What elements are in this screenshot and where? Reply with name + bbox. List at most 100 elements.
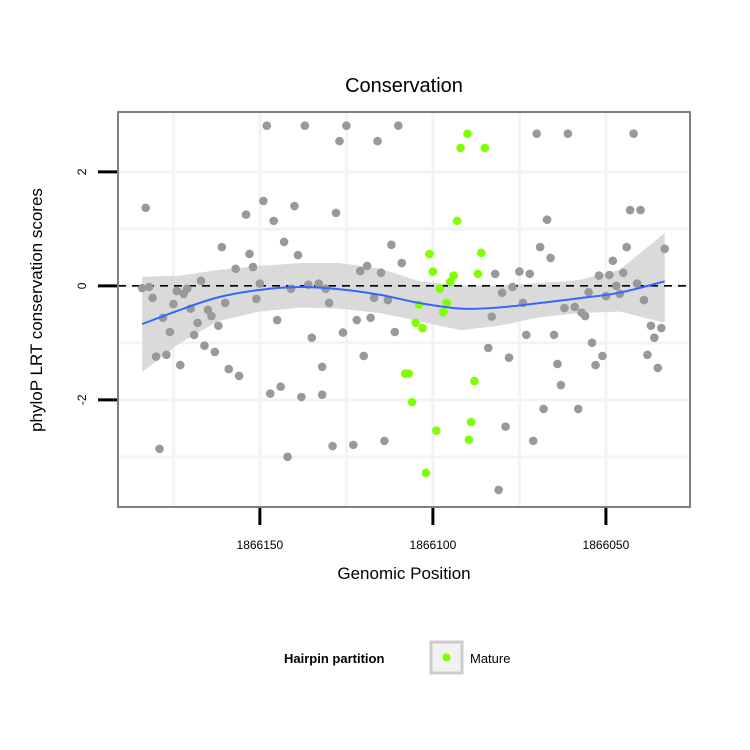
point-other <box>556 380 566 390</box>
point-other <box>234 371 244 381</box>
point-other <box>155 444 164 454</box>
point-other <box>272 315 282 325</box>
point-other <box>165 327 175 337</box>
point-other <box>252 294 261 304</box>
point-mature <box>432 426 441 435</box>
point-other <box>245 249 254 259</box>
point-other <box>220 298 230 308</box>
chart-title: Conservation <box>345 75 463 97</box>
legend: Hairpin partition Mature <box>284 640 510 675</box>
point-other <box>366 313 375 323</box>
point-other <box>203 305 213 315</box>
point-other <box>182 284 192 293</box>
point-other <box>342 121 351 130</box>
point-mature <box>445 277 455 287</box>
smooth-line <box>141 280 665 325</box>
point-other <box>549 330 559 340</box>
point-other <box>608 256 618 266</box>
point-other <box>639 295 649 305</box>
point-other <box>338 328 348 337</box>
point-other <box>241 210 251 219</box>
point-mature <box>404 369 413 378</box>
point-mature <box>407 397 417 407</box>
point-other <box>494 485 503 495</box>
point-other <box>632 279 642 288</box>
point-other <box>297 392 306 402</box>
point-other <box>560 303 569 313</box>
point-other <box>580 311 590 321</box>
legend-swatch-mature <box>442 653 451 662</box>
point-other <box>324 298 334 308</box>
point-mature <box>463 129 472 138</box>
point-other <box>314 279 324 288</box>
point-other <box>317 390 327 400</box>
x-axis-title: Genomic Position <box>337 564 470 583</box>
x-tick-label: 1866150 <box>237 538 284 552</box>
point-other <box>259 196 268 206</box>
point-other <box>335 136 344 146</box>
point-mature <box>473 269 483 279</box>
point-other <box>643 350 652 360</box>
point-other <box>265 389 275 398</box>
point-other <box>255 279 265 288</box>
point-other <box>231 264 240 274</box>
point-other <box>650 333 659 343</box>
point-other <box>542 215 552 225</box>
point-other <box>169 299 178 309</box>
point-mature <box>442 298 452 308</box>
point-other <box>276 382 285 392</box>
point-other <box>196 276 206 286</box>
point-other <box>317 362 327 372</box>
point-other <box>570 302 580 312</box>
point-mature <box>418 323 427 333</box>
point-mature <box>438 307 448 317</box>
point-other <box>584 287 593 297</box>
point-other <box>300 121 310 130</box>
point-other <box>376 268 386 278</box>
point-other <box>307 333 317 343</box>
point-mature <box>428 267 438 276</box>
point-other <box>369 293 379 303</box>
point-other <box>553 359 562 369</box>
axes: 1866150 1866100 1866050 -2 0 2 <box>75 168 630 552</box>
point-other <box>387 240 396 250</box>
point-other <box>172 286 182 296</box>
x-tick-label: 1866050 <box>583 538 630 552</box>
point-other <box>605 270 614 280</box>
point-other <box>515 267 524 276</box>
panel-border <box>117 111 691 508</box>
y-tick-label: -2 <box>75 394 89 405</box>
point-other <box>508 282 517 292</box>
point-mature <box>466 417 476 427</box>
point-other <box>349 440 358 450</box>
point-mature <box>449 271 458 280</box>
point-other <box>497 288 507 297</box>
point-mature <box>435 284 445 293</box>
point-other <box>175 360 185 370</box>
point-other <box>594 271 604 280</box>
point-other <box>611 281 621 291</box>
point-other <box>248 262 258 272</box>
point-other <box>207 311 216 321</box>
point-other <box>636 205 645 215</box>
point-other <box>487 312 497 321</box>
point-other <box>352 315 362 325</box>
point-other <box>525 269 535 279</box>
point-mature <box>480 143 490 153</box>
point-other <box>490 269 500 279</box>
point-other <box>539 404 548 414</box>
point-other <box>618 268 628 278</box>
point-mature <box>456 143 465 153</box>
point-other <box>646 321 656 331</box>
y-tick-label: 0 <box>75 282 89 289</box>
point-other <box>262 121 272 130</box>
point-other <box>193 318 202 328</box>
point-other <box>362 261 372 271</box>
point-other <box>331 208 341 218</box>
point-other <box>629 129 638 138</box>
point-other <box>214 321 223 331</box>
point-other <box>532 129 542 138</box>
point-other <box>162 350 171 360</box>
point-other <box>144 282 154 292</box>
